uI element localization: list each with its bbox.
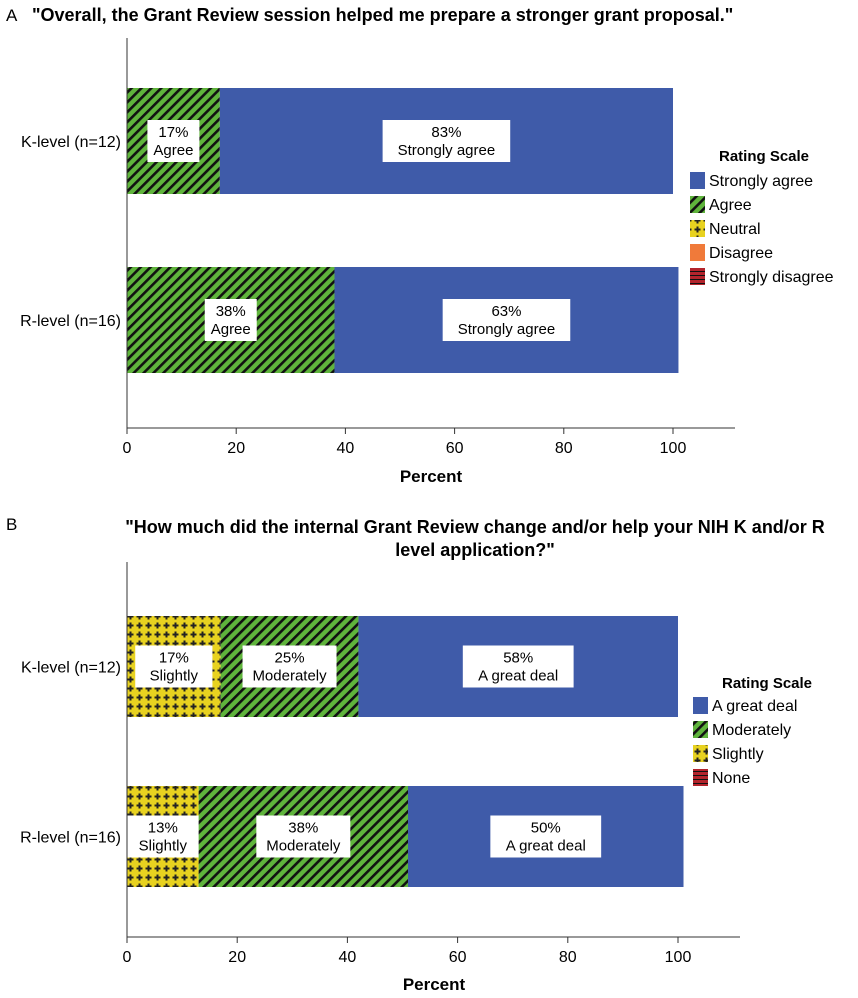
x-tick-label: 20 bbox=[228, 949, 246, 966]
panel-b-xlabel: Percent bbox=[403, 975, 466, 994]
legend-swatch bbox=[690, 268, 705, 285]
data-label: 38% bbox=[288, 820, 318, 837]
panel-b-letter: B bbox=[6, 515, 17, 534]
x-tick-label: 80 bbox=[555, 440, 573, 457]
data-label-box bbox=[204, 299, 257, 341]
legend-label: Neutral bbox=[709, 221, 761, 238]
legend-label: Slightly bbox=[712, 746, 764, 763]
data-label: 38% bbox=[216, 303, 246, 320]
x-tick-label: 0 bbox=[123, 949, 132, 966]
panel-a-xlabel: Percent bbox=[400, 467, 463, 486]
data-label: Agree bbox=[153, 142, 193, 159]
panel-b-title-line-2: level application?" bbox=[395, 540, 555, 560]
x-tick-label: 100 bbox=[660, 440, 687, 457]
panel-b-title-line-1: "How much did the internal Grant Review … bbox=[125, 517, 825, 537]
data-label: Moderately bbox=[252, 668, 327, 685]
legend-label: Moderately bbox=[712, 722, 791, 739]
data-label: 58% bbox=[503, 650, 533, 667]
data-label: Agree bbox=[211, 321, 251, 338]
x-tick-label: 40 bbox=[337, 440, 355, 457]
data-label-box bbox=[256, 815, 351, 858]
data-label: A great deal bbox=[478, 668, 558, 685]
x-tick-label: 40 bbox=[339, 949, 357, 966]
x-tick-label: 0 bbox=[123, 440, 132, 457]
data-label: 83% bbox=[431, 124, 461, 141]
legend-swatch bbox=[690, 244, 705, 261]
panel-a: A "Overall, the Grant Review session hel… bbox=[6, 5, 834, 486]
data-label-box bbox=[135, 645, 213, 688]
x-tick-label: 100 bbox=[665, 949, 692, 966]
legend-swatch bbox=[693, 745, 708, 762]
data-label: 63% bbox=[491, 303, 521, 320]
panel-a-letter: A bbox=[6, 6, 18, 25]
legend-label: A great deal bbox=[712, 698, 797, 715]
data-label: 17% bbox=[158, 124, 188, 141]
y-tick-label: K-level (n=12) bbox=[21, 134, 121, 151]
legend-label: Strongly disagree bbox=[709, 269, 834, 286]
data-label: 25% bbox=[275, 650, 305, 667]
data-label: 50% bbox=[531, 820, 561, 837]
legend-title: Rating Scale bbox=[719, 148, 809, 165]
data-label-box bbox=[442, 299, 571, 341]
data-label: Strongly agree bbox=[458, 321, 556, 338]
panel-b-legend: Rating Scale A great deal Moderately Slight… bbox=[693, 675, 812, 787]
data-label: 13% bbox=[148, 820, 178, 837]
data-label: Moderately bbox=[266, 838, 341, 855]
x-tick-label: 60 bbox=[446, 440, 464, 457]
x-tick-label: 80 bbox=[559, 949, 577, 966]
x-tick-label: 60 bbox=[449, 949, 467, 966]
y-tick-label: K-level (n=12) bbox=[21, 660, 121, 677]
legend-label: None bbox=[712, 770, 750, 787]
x-tick-label: 20 bbox=[227, 440, 245, 457]
data-label: Slightly bbox=[150, 668, 199, 685]
data-label-box bbox=[462, 645, 574, 688]
data-label-box bbox=[147, 120, 200, 162]
legend-label: Disagree bbox=[709, 245, 773, 262]
panel-b: B "How much did the internal Grant Revie… bbox=[6, 515, 825, 994]
legend-title: Rating Scale bbox=[722, 675, 812, 692]
legend-swatch bbox=[693, 697, 708, 714]
data-label-box bbox=[242, 645, 337, 688]
legend-swatch bbox=[690, 172, 705, 189]
data-label: A great deal bbox=[506, 838, 586, 855]
legend-swatch bbox=[693, 721, 708, 738]
y-tick-label: R-level (n=16) bbox=[20, 313, 121, 330]
legend-swatch bbox=[693, 769, 708, 786]
legend-swatch bbox=[690, 196, 705, 213]
legend-label: Strongly agree bbox=[709, 173, 813, 190]
y-tick-label: R-level (n=16) bbox=[20, 830, 121, 847]
data-label: Slightly bbox=[139, 838, 188, 855]
panel-a-legend: Rating Scale Strongly agree Agree Neutral Di… bbox=[690, 148, 834, 286]
panel-a-title: "Overall, the Grant Review session helpe… bbox=[32, 5, 733, 25]
legend-swatch bbox=[690, 220, 705, 237]
data-label: 17% bbox=[159, 650, 189, 667]
legend-label: Agree bbox=[709, 197, 752, 214]
data-label-box bbox=[124, 815, 202, 858]
data-label-box bbox=[490, 815, 602, 858]
data-label-box bbox=[382, 120, 511, 162]
data-label: Strongly agree bbox=[398, 142, 496, 159]
